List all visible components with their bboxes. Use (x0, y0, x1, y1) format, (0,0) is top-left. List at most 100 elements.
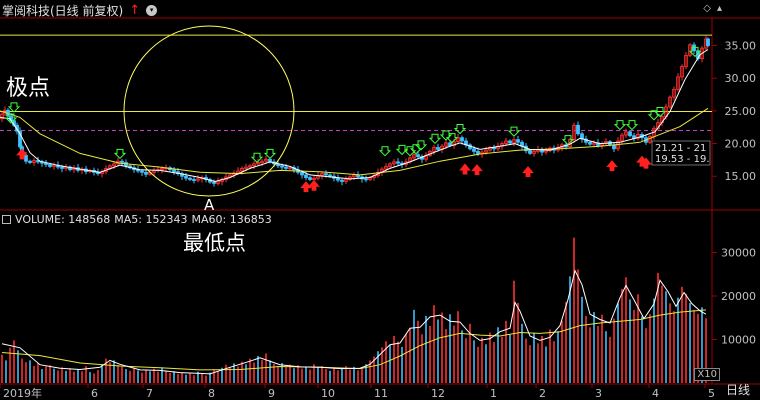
candle-body (412, 154, 416, 159)
green-down-arrow-icon (7, 102, 21, 113)
candle-body (460, 137, 464, 142)
candle-body (684, 54, 688, 67)
green-down-arrow-icon (688, 46, 702, 58)
candle-body (288, 167, 292, 170)
volume-tick-label: 30000 (721, 246, 756, 259)
candle-body (184, 175, 188, 179)
volume-ma-yellow (1, 309, 707, 371)
up-arrow-icon[interactable]: ↑ (129, 2, 141, 18)
candle-body (636, 134, 640, 139)
volume-panel (1, 237, 707, 383)
candle-body (196, 178, 200, 181)
green-down-arrow-icon (113, 148, 127, 160)
green-down-arrow-icon (561, 135, 575, 146)
price-info-box (651, 140, 711, 166)
green-down-arrow-icon (647, 110, 661, 121)
candle-body (456, 137, 460, 143)
chart-title-bar: 掌阅科技(日线 前复权) ↑ ▾ (0, 0, 158, 20)
price-tick-label: 20.00 (725, 138, 757, 151)
price-info-line2: 19.53 - 19. (655, 154, 710, 165)
date-tick-label: 4 (652, 387, 659, 400)
volume-value: VOLUME: 148568 (15, 213, 111, 226)
green-down-arrow-icon (414, 140, 428, 151)
candle-body (284, 166, 288, 169)
candle-body (228, 174, 232, 178)
red-up-arrow-icon (459, 163, 471, 175)
candle-body (668, 96, 672, 108)
candle-body (260, 160, 264, 163)
candle-body (300, 171, 304, 176)
axes: 35.00 30.00 25.00 20.00 15.00 21.21 - 2119.53… (0, 40, 756, 400)
candle-body (544, 150, 548, 153)
green-down-arrow-icon (4, 113, 18, 124)
candle-body (60, 166, 64, 169)
green-down-arrow-icon (507, 126, 521, 137)
candle-body (432, 147, 436, 152)
candle-body (328, 174, 332, 177)
red-up-arrow-icon (308, 179, 320, 191)
red-up-arrow-icon (606, 160, 618, 172)
red-up-arrow-icon (300, 181, 312, 193)
candle-body (44, 162, 48, 165)
green-down-arrow-icon (625, 120, 639, 131)
period-label[interactable]: 日线 (725, 383, 750, 397)
green-down-arrow-icon (409, 144, 423, 155)
candle-body (628, 131, 632, 137)
stock-title[interactable]: 掌阅科技(日线 前复权) (2, 3, 124, 18)
candle-body (48, 164, 52, 167)
price-ma-white (0, 49, 709, 183)
price-info-line1: 21.21 - 21 (655, 143, 706, 154)
candle-body (436, 147, 440, 150)
candle-body (676, 76, 680, 90)
candle-body (172, 169, 176, 173)
diamond-icon[interactable]: ◇ (703, 3, 711, 14)
date-tick-label: 1 (490, 387, 497, 400)
candle-body (312, 177, 316, 180)
candle-body (320, 173, 324, 176)
candle-body (572, 124, 576, 141)
green-down-arrow-icon (250, 152, 264, 163)
triangle-up-icon[interactable]: ▴ (716, 3, 722, 14)
extreme-point-label: 极点 (6, 76, 51, 101)
top-right-icons: ◇ ▴ (703, 3, 722, 14)
volume-toggle-icon[interactable] (2, 215, 11, 224)
candle-body (624, 131, 628, 136)
candle-body (706, 38, 710, 46)
candle-body (112, 163, 116, 167)
date-tick-label: 6 (91, 387, 98, 400)
price-tick-label: 35.00 (725, 40, 757, 53)
candle-body (216, 181, 220, 184)
lowest-point-label: 最低点 (183, 231, 246, 255)
candle-body (244, 166, 248, 169)
green-down-arrow-icon (395, 144, 409, 156)
date-tick-label: 7 (146, 387, 153, 400)
candle-body (388, 163, 392, 167)
candle-body (236, 170, 240, 174)
candle-body (248, 165, 252, 168)
point-a-label: A (204, 196, 215, 214)
dropdown-circle-icon[interactable]: ▾ (146, 4, 158, 16)
candle-body (476, 151, 480, 155)
candle-body (700, 47, 704, 59)
green-down-arrow-icon (428, 133, 442, 145)
candle-body (588, 141, 592, 145)
green-down-arrow-icon (445, 133, 459, 144)
candle-body (192, 179, 196, 181)
price-tick-label: 25.00 (725, 105, 757, 118)
candle-body (384, 166, 388, 170)
candle-body (24, 154, 28, 162)
date-tick-label: 12 (431, 387, 445, 400)
candle-body (120, 160, 124, 163)
candle-body (308, 177, 312, 180)
candle-body (672, 88, 676, 98)
candle-body (508, 140, 512, 144)
candle-body (620, 134, 624, 142)
candle-body (612, 144, 616, 150)
ma60-value: MA60: 136853 (191, 213, 272, 226)
volume-ma-white (1, 269, 707, 375)
candle-body (256, 162, 260, 165)
candle-body (444, 142, 448, 147)
candle-body (340, 179, 344, 182)
